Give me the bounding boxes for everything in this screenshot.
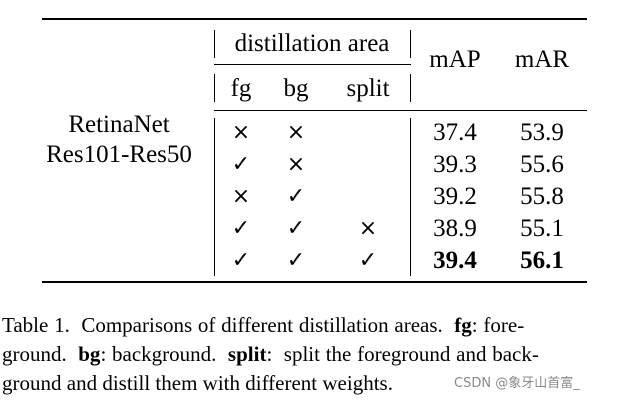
caption-line-3: ground and distill them with different w… [2, 371, 393, 395]
row-1-mar-cell: 53.9 [520, 119, 564, 146]
row-4-mar-cell: 55.1 [520, 215, 564, 242]
caption-keyword-fg: fg [454, 313, 472, 337]
table-top-rule [42, 18, 587, 20]
row-5-bg-cell: ✓ [286, 248, 306, 273]
row-3-mar-cell: 55.8 [520, 183, 564, 210]
caption-line-1-text: Table 1. Comparisons of different distil… [2, 313, 455, 337]
caption-line-2-mid: : background. [100, 342, 228, 366]
row-3-fg-cell: × [231, 184, 251, 209]
caption-keyword-bg: bg [78, 342, 101, 366]
row-5-map-cell: 39.4 [433, 247, 477, 274]
header-left-vline-1 [214, 30, 215, 58]
row-5-split-cell: ✓ [358, 248, 378, 273]
header-left-vline-2 [214, 74, 215, 102]
model-name: RetinaNet [68, 111, 170, 138]
row-2-mar-cell: 55.6 [520, 151, 564, 178]
caption-line-2-tail: : split the foreground and back- [266, 342, 539, 366]
row-1-bg-cell: × [286, 120, 306, 145]
row-2-fg-cell: ✓ [231, 152, 251, 177]
body-left-vline [214, 118, 215, 276]
row-4-bg-cell: ✓ [286, 216, 306, 241]
row-5-fg-cell: ✓ [231, 248, 251, 273]
row-1-fg-cell: × [231, 120, 251, 145]
metric-header-mar: mAR [514, 46, 570, 73]
caption-keyword-split: split [227, 342, 267, 366]
row-4-fg-cell: ✓ [231, 216, 251, 241]
caption-line-2: ground. bg: background. split: split the… [2, 344, 539, 365]
table-bottom-rule [42, 281, 587, 283]
row-2-bg-cell: × [286, 152, 306, 177]
watermark: CSDN @象牙山首富_ [454, 376, 580, 391]
header-right-vline-1 [410, 30, 411, 58]
sub-header-bg: bg [283, 75, 309, 102]
header-bottom-rule [214, 110, 587, 111]
group-header: distillation area [234, 30, 390, 57]
row-4-map-cell: 38.9 [433, 215, 477, 242]
row-3-map-cell: 39.2 [433, 183, 477, 210]
row-5-mar-cell: 56.1 [520, 247, 564, 274]
row-2-map-cell: 39.3 [433, 151, 477, 178]
header-right-vline-2 [410, 74, 411, 102]
metric-header-map: mAP [429, 46, 481, 73]
body-right-vline [410, 118, 411, 276]
sub-header-split: split [346, 75, 390, 102]
caption-line-1-tail: : fore- [471, 313, 525, 337]
sub-header-fg: fg [230, 75, 252, 102]
model-pair: Res101-Res50 [46, 141, 192, 168]
caption-line-1: Table 1. Comparisons of different distil… [2, 315, 524, 336]
row-3-bg-cell: ✓ [286, 184, 306, 209]
row-4-split-cell: × [358, 216, 378, 241]
row-1-map-cell: 37.4 [433, 119, 477, 146]
group-header-underline [214, 64, 411, 65]
caption-line-2-text: ground. [2, 342, 79, 366]
